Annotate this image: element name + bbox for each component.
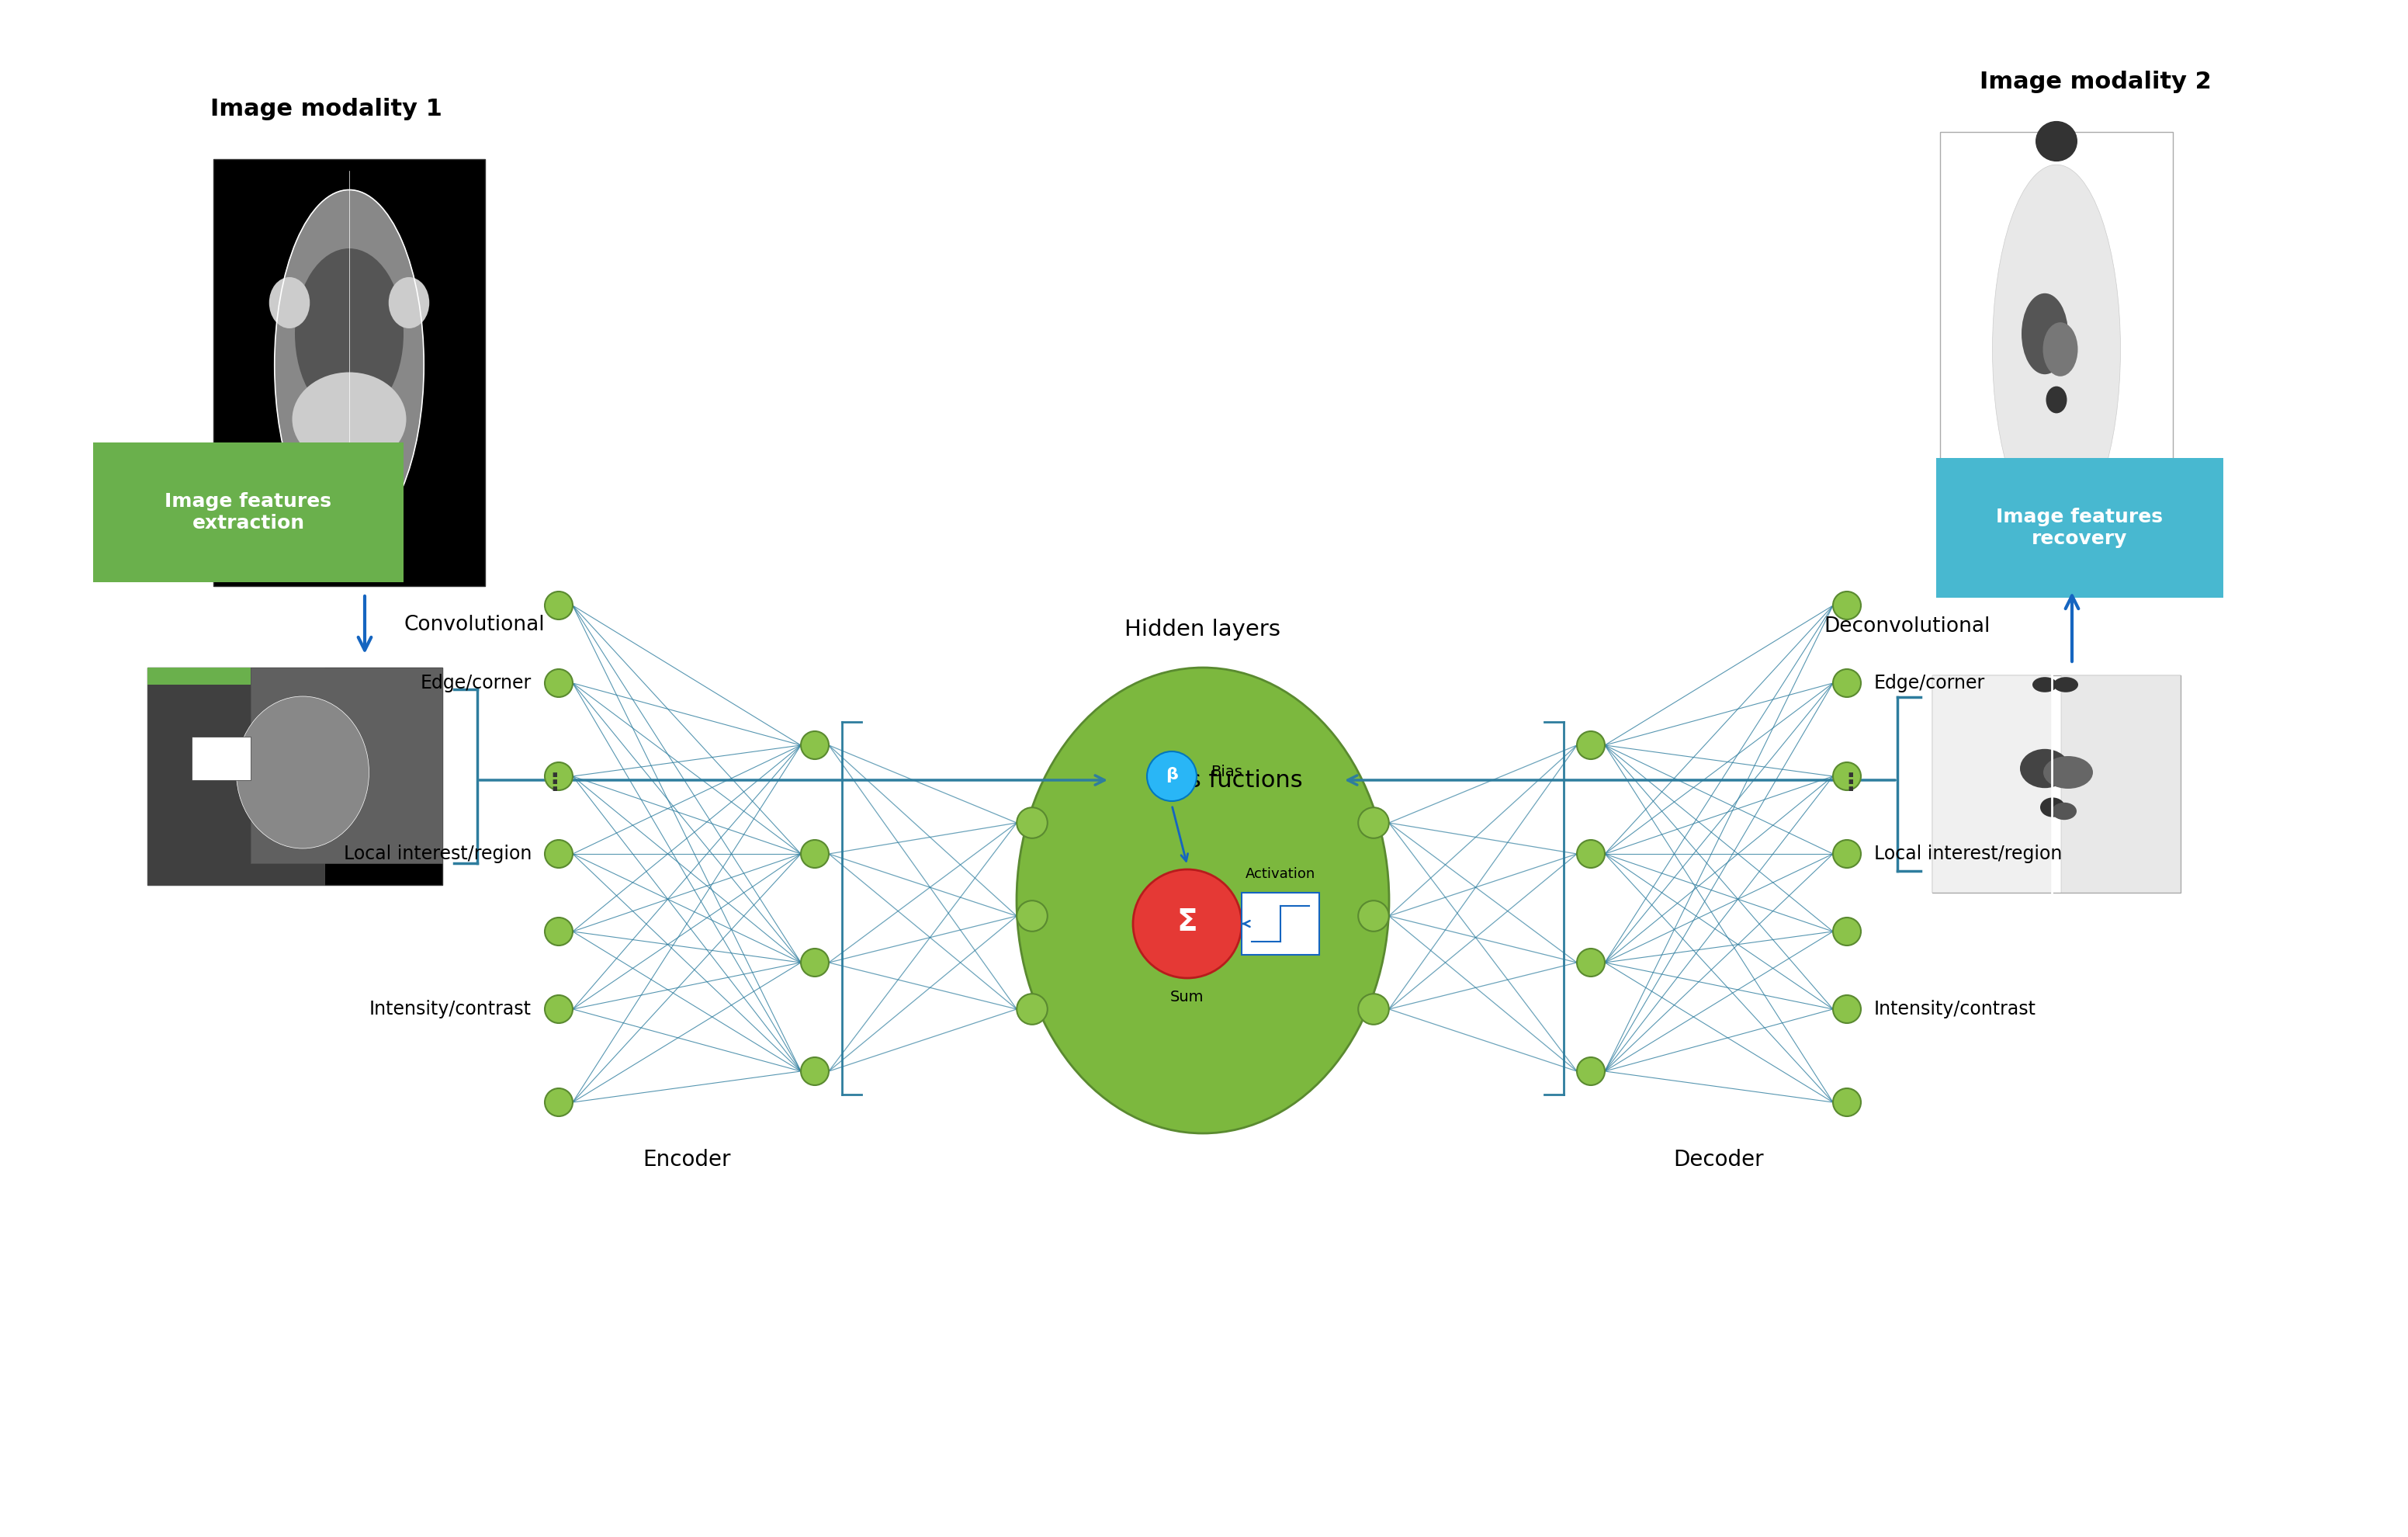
Circle shape <box>544 994 573 1024</box>
FancyBboxPatch shape <box>2061 675 2182 893</box>
Circle shape <box>544 669 573 698</box>
Circle shape <box>544 1088 573 1116</box>
Text: Deconvolutional: Deconvolutional <box>1823 616 1989 636</box>
FancyBboxPatch shape <box>94 443 405 583</box>
Ellipse shape <box>2054 678 2078 692</box>
Circle shape <box>1832 762 1861 790</box>
Circle shape <box>1832 839 1861 868</box>
Ellipse shape <box>2040 798 2066 818</box>
FancyBboxPatch shape <box>1936 458 2223 598</box>
Circle shape <box>1832 669 1861 698</box>
Text: Bias: Bias <box>1211 765 1243 779</box>
Circle shape <box>1577 732 1604 759</box>
Ellipse shape <box>291 372 407 466</box>
Text: Intensity/contrast: Intensity/contrast <box>368 1001 532 1019</box>
Ellipse shape <box>2044 756 2093 788</box>
FancyBboxPatch shape <box>1931 675 2182 893</box>
Text: Image features
recovery: Image features recovery <box>1996 507 2162 549</box>
Text: Edge/corner: Edge/corner <box>421 673 532 693</box>
Text: Intensity/contrast: Intensity/contrast <box>1873 1001 2037 1019</box>
Circle shape <box>544 762 573 790</box>
Circle shape <box>544 839 573 868</box>
Text: β: β <box>1165 767 1178 782</box>
Text: Local interest/region: Local interest/region <box>344 844 532 864</box>
Ellipse shape <box>388 277 429 329</box>
Circle shape <box>1577 1057 1604 1085</box>
Circle shape <box>1146 752 1197 801</box>
Text: Loss fuctions: Loss fuctions <box>1149 768 1303 792</box>
Ellipse shape <box>2042 323 2078 377</box>
Text: Local interest/region: Local interest/region <box>1873 844 2061 864</box>
Circle shape <box>1358 807 1389 838</box>
Ellipse shape <box>294 249 405 420</box>
Text: Edge/corner: Edge/corner <box>1873 673 1984 693</box>
Circle shape <box>1358 994 1389 1025</box>
Text: Image features
extraction: Image features extraction <box>164 492 332 532</box>
Ellipse shape <box>2052 802 2076 819</box>
Circle shape <box>1016 994 1047 1025</box>
Ellipse shape <box>2032 678 2056 692</box>
Circle shape <box>544 592 573 619</box>
Circle shape <box>802 839 828 868</box>
Ellipse shape <box>275 189 424 539</box>
Ellipse shape <box>2020 749 2068 788</box>
Ellipse shape <box>2023 294 2068 375</box>
FancyBboxPatch shape <box>214 160 484 586</box>
FancyBboxPatch shape <box>147 667 250 686</box>
Circle shape <box>802 732 828 759</box>
FancyBboxPatch shape <box>147 667 325 885</box>
Circle shape <box>1016 901 1047 931</box>
Circle shape <box>544 918 573 945</box>
Text: Activation: Activation <box>1245 867 1315 881</box>
Text: Convolutional: Convolutional <box>405 615 544 635</box>
Circle shape <box>1832 1088 1861 1116</box>
FancyBboxPatch shape <box>1243 893 1320 954</box>
FancyBboxPatch shape <box>1931 675 2052 893</box>
Circle shape <box>1577 948 1604 976</box>
Text: Hidden layers: Hidden layers <box>1125 619 1281 641</box>
Text: Image modality 2: Image modality 2 <box>1979 71 2211 94</box>
Ellipse shape <box>2047 386 2066 413</box>
Ellipse shape <box>1016 667 1389 1133</box>
Circle shape <box>1134 870 1243 978</box>
FancyBboxPatch shape <box>250 667 443 864</box>
Text: Decoder: Decoder <box>1674 1148 1765 1171</box>
Circle shape <box>1832 592 1861 619</box>
FancyBboxPatch shape <box>193 736 250 781</box>
Ellipse shape <box>236 696 368 848</box>
Text: Encoder: Encoder <box>643 1148 730 1171</box>
Ellipse shape <box>2035 121 2078 161</box>
FancyBboxPatch shape <box>1941 132 2172 583</box>
Text: Sum: Sum <box>1170 990 1204 1005</box>
Text: Image modality 1: Image modality 1 <box>209 98 443 120</box>
Circle shape <box>802 948 828 976</box>
Text: ⋮: ⋮ <box>1840 773 1864 795</box>
Text: ⋮: ⋮ <box>544 773 566 795</box>
Text: Σ: Σ <box>1178 907 1197 938</box>
Ellipse shape <box>270 277 311 329</box>
Circle shape <box>802 1057 828 1085</box>
Circle shape <box>1832 918 1861 945</box>
Ellipse shape <box>1991 164 2121 533</box>
FancyBboxPatch shape <box>147 667 443 885</box>
Circle shape <box>1016 807 1047 838</box>
Circle shape <box>1358 901 1389 931</box>
Circle shape <box>1832 994 1861 1024</box>
Circle shape <box>1577 839 1604 868</box>
